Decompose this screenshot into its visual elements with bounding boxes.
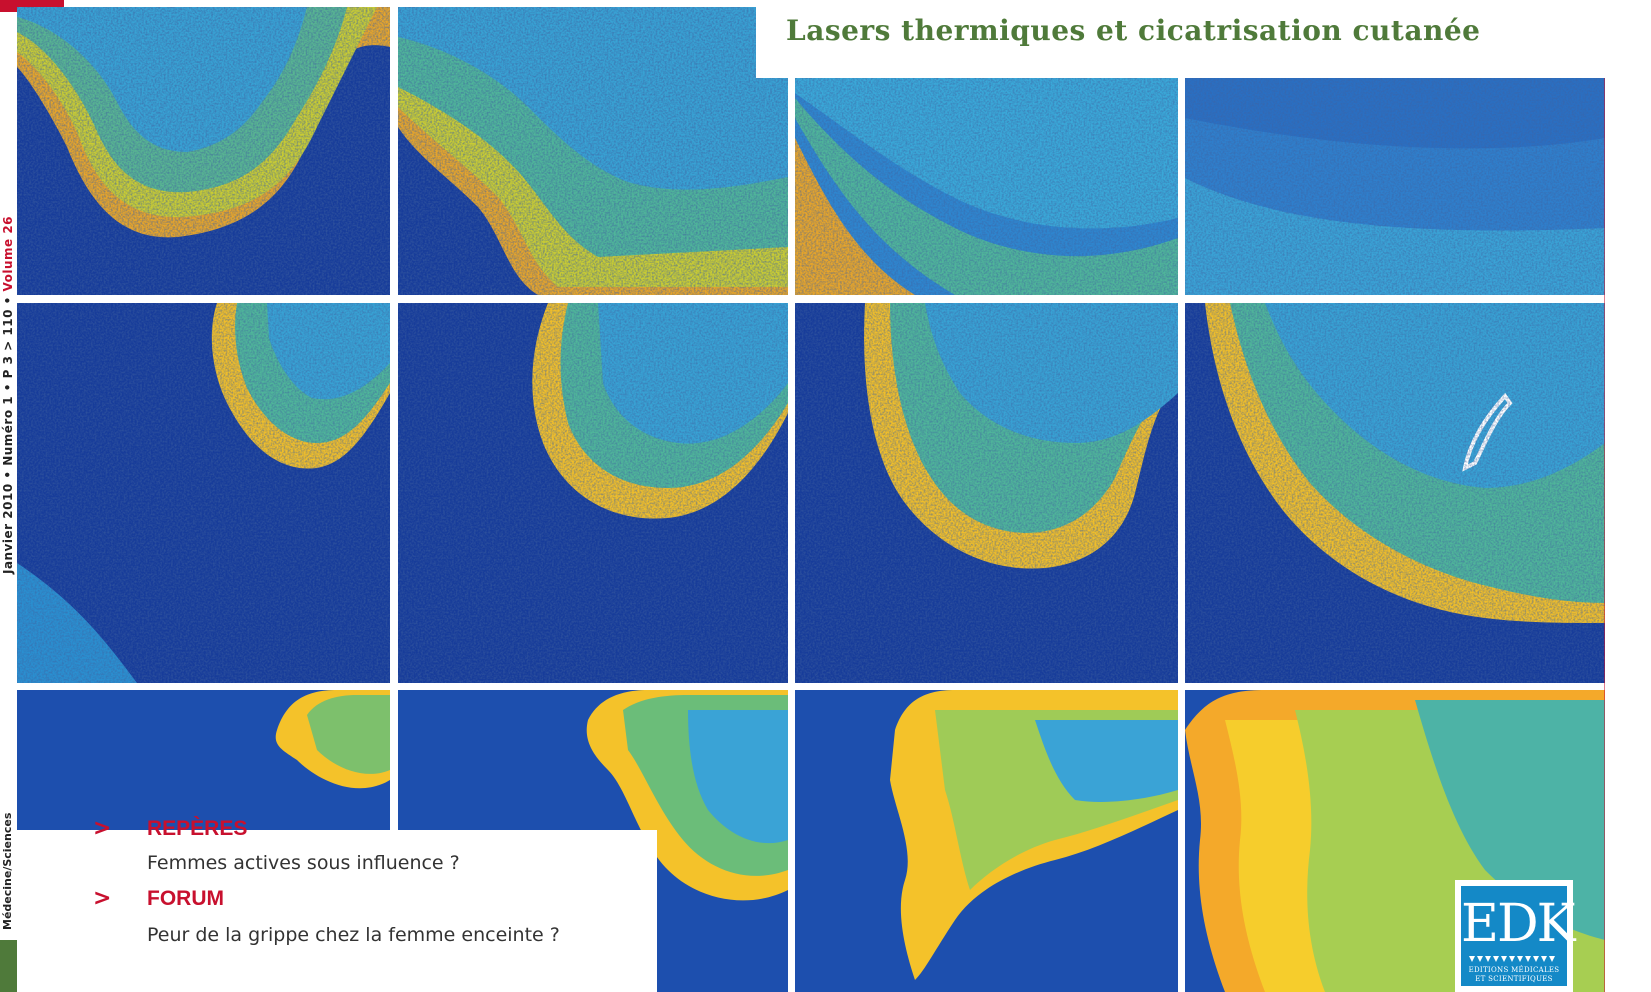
map-tile-11 (795, 690, 1178, 992)
map-tile-2 (398, 7, 788, 295)
map-tile-7 (795, 303, 1178, 683)
publisher-logo: EDK EDITIONS MÉDICALES ET SCIENTIFIQUES (1455, 880, 1576, 992)
map-tile-6 (398, 303, 788, 683)
title-panel: Lasers thermiques et cicatrisation cutan… (756, 0, 1651, 78)
spine-journal-name: Médecine/Sciences (1, 812, 14, 930)
map-tile-4 (1185, 78, 1605, 295)
edk-triangle-row-icon (1469, 956, 1555, 962)
cover-spine: Janvier 2010 • Numéro 1 • P 3 > 110 • Vo… (0, 0, 17, 992)
map-tile-3 (795, 78, 1178, 295)
margin-guide-line (1604, 78, 1605, 992)
arrow-icon: > (93, 816, 112, 841)
edk-logo-badge: EDK EDITIONS MÉDICALES ET SCIENTIFIQUES (1461, 886, 1576, 986)
map-tile-1 (17, 7, 390, 295)
spine-issue-line: Janvier 2010 • Numéro 1 • P 3 > 110 • (1, 296, 15, 574)
table-of-contents: > REPÈRES Femmes actives sous influence … (17, 818, 657, 992)
map-tile-8 (1185, 303, 1605, 683)
section-item: Femmes actives sous influence ? (147, 852, 460, 874)
map-tile-5 (17, 303, 390, 683)
arrow-icon: > (93, 886, 112, 911)
section-heading: FORUM (147, 887, 224, 910)
cover-title: Lasers thermiques et cicatrisation cutan… (786, 14, 1481, 47)
spine-volume: Volume 26 (1, 215, 15, 292)
spine-issue-text: Janvier 2010 • Numéro 1 • P 3 > 110 • Vo… (1, 14, 16, 574)
section-heading: REPÈRES (147, 817, 248, 840)
spine-color-block (0, 940, 17, 992)
edk-line-1: EDITIONS MÉDICALES (1468, 966, 1560, 974)
section-item: Peur de la grippe chez la femme enceinte… (147, 924, 560, 946)
edk-logo-letters: EDK (1461, 894, 1576, 954)
edk-line-2: ET SCIENTIFIQUES (1475, 975, 1553, 983)
